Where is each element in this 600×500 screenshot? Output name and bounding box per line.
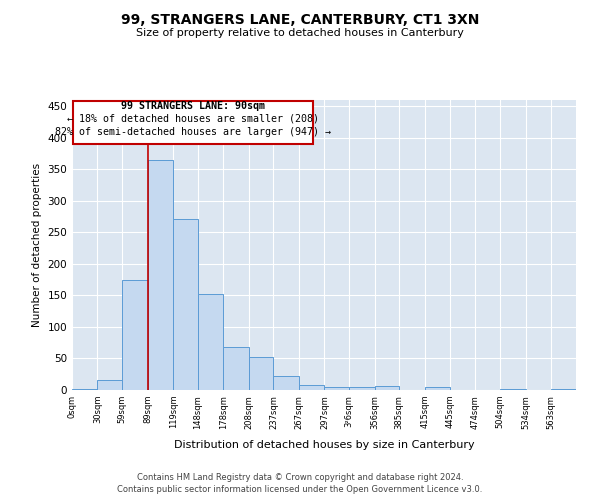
Text: 99, STRANGERS LANE, CANTERBURY, CT1 3XN: 99, STRANGERS LANE, CANTERBURY, CT1 3XN [121,12,479,26]
FancyBboxPatch shape [73,102,313,144]
Bar [274,376,299,390]
Y-axis label: Number of detached properties: Number of detached properties [32,163,42,327]
Bar [325,387,349,390]
Text: Contains public sector information licensed under the Open Government Licence v3: Contains public sector information licen… [118,485,482,494]
Text: ← 18% of detached houses are smaller (208): ← 18% of detached houses are smaller (20… [67,114,319,124]
Bar [173,218,198,390]
Bar [198,294,223,390]
Text: Size of property relative to detached houses in Canterbury: Size of property relative to detached ho… [136,28,464,38]
X-axis label: Distribution of detached houses by size in Canterbury: Distribution of detached houses by size … [173,440,475,450]
Text: 82% of semi-detached houses are larger (947) →: 82% of semi-detached houses are larger (… [55,126,331,136]
Bar [425,387,450,390]
Bar [249,356,274,390]
Bar [148,160,173,390]
Text: 99 STRANGERS LANE: 90sqm: 99 STRANGERS LANE: 90sqm [121,102,265,112]
Bar [72,388,97,390]
Bar [223,346,249,390]
Bar [349,387,374,390]
Bar [374,386,399,390]
Bar [299,385,325,390]
Bar [97,380,122,390]
Bar [122,280,148,390]
Text: Contains HM Land Registry data © Crown copyright and database right 2024.: Contains HM Land Registry data © Crown c… [137,472,463,482]
